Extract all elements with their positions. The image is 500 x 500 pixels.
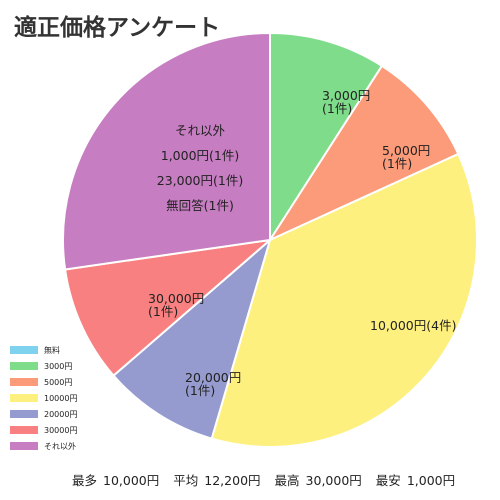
legend-swatch [10,442,38,450]
legend-item: 30000円 [10,422,77,438]
slice-label: (1件) [382,156,412,171]
stat-label: 最安 [375,473,401,488]
legend-item: 10000円 [10,390,77,406]
slice-label: (1件) [148,304,178,319]
legend-label: 無料 [44,345,60,355]
stat-item: 最多 10,000円 [72,473,159,488]
stat-label: 平均 [173,473,199,488]
pie-slice [210,152,478,448]
legend-label: 3000円 [44,361,73,371]
pie-slice [267,64,460,243]
legend-swatch [10,410,38,418]
legend: 無料 3000円 5000円 10000円 20000円 30000円 それ以外 [10,342,77,454]
stat-value: 1,000円 [406,473,456,488]
stat-value: 30,000円 [305,473,362,488]
legend-label: 20000円 [44,409,78,419]
legend-label: 10000円 [44,393,78,403]
pie-slice [269,31,384,244]
stat-item: 最安 1,000円 [376,473,455,488]
legend-item: 3000円 [10,358,77,374]
legend-label: 30000円 [44,425,78,435]
stat-value: 10,000円 [103,473,160,488]
slice-label: (1件) [185,383,215,398]
legend-swatch [10,378,38,386]
legend-label: 5000円 [44,377,73,387]
pie-slice [63,238,274,377]
legend-item: 20000円 [10,406,77,422]
slice-label: 1,000円(1件) [161,148,240,163]
slice-label: 3,000円 [322,88,370,103]
legend-item: それ以外 [10,438,77,454]
slice-label: 30,000円 [148,291,204,306]
slice-label: 無回答(1件) [166,198,234,213]
slice-label: それ以外 [175,123,226,138]
stat-value: 12,200円 [204,473,261,488]
summary-stats: 最多 10,000円 平均 12,200円 最高 30,000円 最安 1,000円 [72,470,469,489]
stat-item: 最高 30,000円 [275,473,362,488]
pie-slice [112,237,272,440]
legend-swatch [10,346,38,354]
slice-label: 10,000円(4件) [370,318,456,333]
stat-label: 最高 [274,473,300,488]
slice-label: 20,000円 [185,370,241,385]
legend-swatch [10,394,38,402]
slice-label: (1件) [322,101,352,116]
slice-label: 5,000円 [382,143,430,158]
pie-slice [62,31,271,271]
legend-item: 5000円 [10,374,77,390]
legend-item: 無料 [10,342,77,358]
legend-swatch [10,362,38,370]
legend-label: それ以外 [44,441,76,451]
chart-title: 適正価格アンケート [14,15,221,41]
slice-label: 23,000円(1件) [157,173,243,188]
stat-item: 平均 12,200円 [173,473,260,488]
legend-swatch [10,426,38,434]
stat-label: 最多 [72,473,98,488]
